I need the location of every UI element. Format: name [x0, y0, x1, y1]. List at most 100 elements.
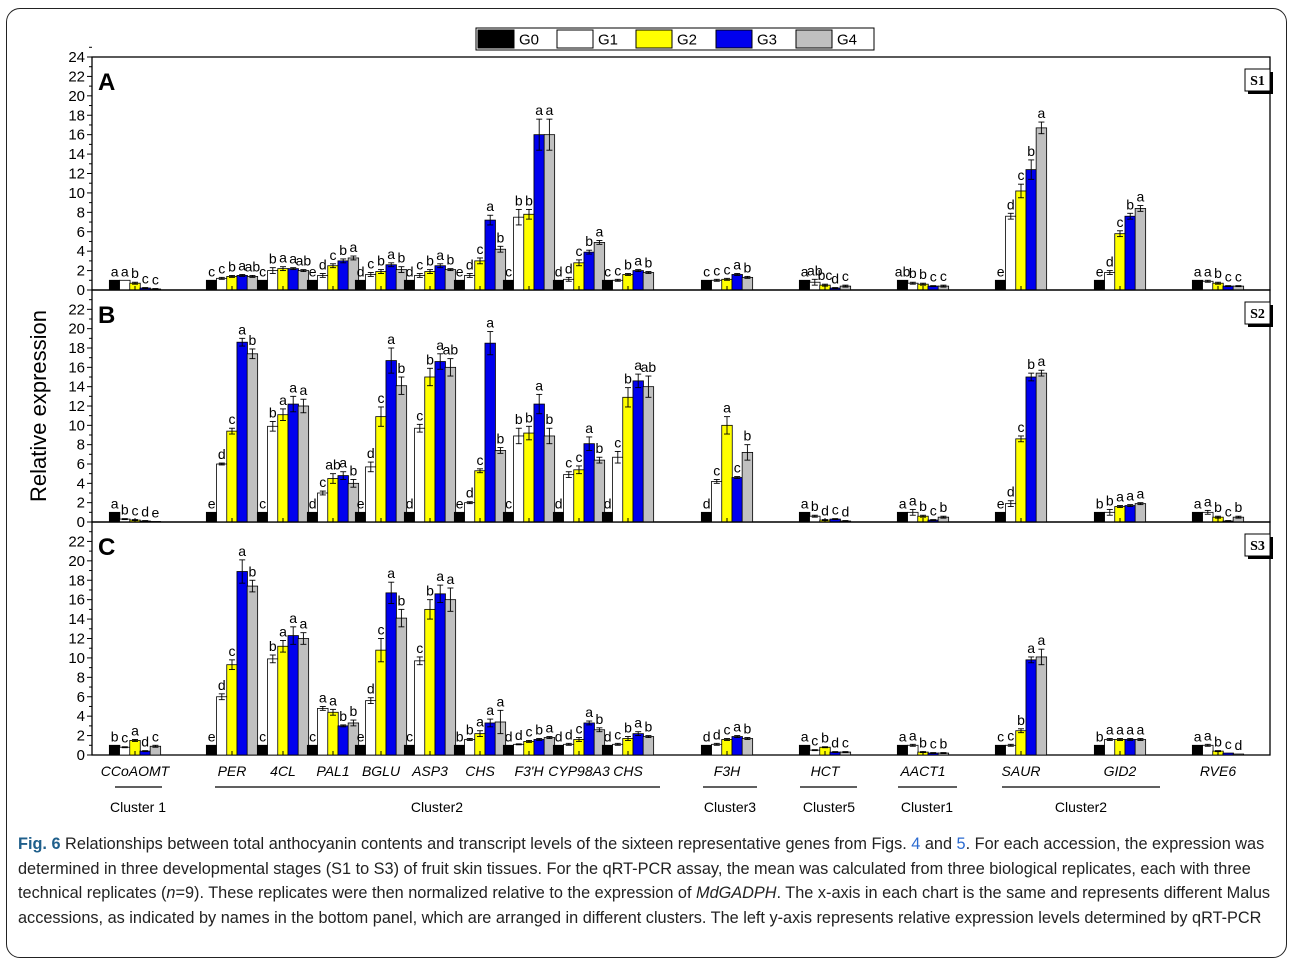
caption-gene: MdGADPH [696, 884, 777, 902]
significance-letter: c [526, 723, 533, 739]
significance-letter: c [1235, 269, 1242, 285]
bar-s2-pal1-g3 [337, 475, 349, 523]
significance-letter: b [228, 258, 236, 274]
significance-letter: b [426, 253, 434, 269]
significance-letter: a [111, 263, 119, 279]
significance-letter: d [357, 263, 365, 279]
y-tick-label-b: 18 [68, 340, 85, 357]
significance-letter: d [406, 263, 414, 279]
significance-letter: a [535, 102, 543, 118]
significance-letter: a [1038, 632, 1046, 648]
bar-s3-saur-g4 [1035, 656, 1048, 756]
bar-s2-pal1-g1 [317, 492, 329, 523]
bar-s3-f3h-g3 [533, 739, 545, 756]
cluster-label: Cluster1 [901, 799, 953, 815]
significance-letter: d [367, 681, 375, 697]
figure-ref-4[interactable]: 4 [911, 835, 921, 853]
significance-letter: a [1106, 721, 1114, 737]
significance-letter: a [329, 692, 337, 708]
bar-s2-f3h-g1 [711, 480, 723, 523]
bar-s3-cyp98a3-g0 [552, 744, 565, 756]
significance-letter: c [930, 503, 937, 519]
legend-label-g1: G1 [598, 32, 618, 49]
bar-s3-chs-g1 [464, 739, 476, 756]
significance-letter: d [141, 504, 149, 520]
significance-letter: d [309, 495, 317, 511]
bar-s2-asp3-g4 [444, 366, 457, 523]
bar-s2-chs-g1 [464, 502, 476, 523]
gene-label: CHS [613, 763, 643, 779]
bar-s3-aact1-g0 [896, 744, 909, 756]
bar-s1-cyp98a3-g3 [583, 251, 595, 291]
bar-s1-f3h-g1 [513, 216, 525, 291]
legend-label-g4: G4 [837, 32, 857, 49]
significance-letter: b [909, 265, 917, 281]
significance-letter: d [703, 728, 711, 744]
figure-ref-5[interactable]: 5 [956, 835, 966, 853]
significance-letter: b [919, 498, 927, 514]
bar-s2-per-g2 [226, 430, 238, 523]
significance-letter: a [1137, 721, 1145, 737]
bar-s3-per-g4 [246, 585, 259, 756]
significance-letter: a [238, 257, 246, 273]
bar-s1-chs-g0 [453, 279, 466, 291]
significance-letter: a [535, 377, 543, 393]
significance-letter: d [842, 504, 850, 520]
bar-s2-f3h-g4 [543, 435, 556, 523]
bar-s1-chs-g2 [474, 260, 486, 291]
bar-s3-bglu-g4 [395, 617, 408, 756]
y-axis-label: Relative expression [26, 310, 51, 502]
significance-letter: c [842, 268, 849, 284]
bar-s1-aact1-g0 [896, 279, 909, 291]
bar-s1-chs-g4 [642, 272, 655, 291]
bar-s3-chs-g1 [612, 743, 624, 756]
significance-letter: c [259, 495, 266, 511]
significance-letter: e [997, 263, 1005, 279]
significance-letter: b [1096, 495, 1104, 511]
significance-letter: a [436, 247, 444, 263]
gene-label: 4CL [270, 763, 296, 779]
significance-letter: b [940, 736, 948, 752]
significance-letter: a [1204, 493, 1212, 509]
significance-letter: a [909, 492, 917, 508]
significance-letter: b [350, 703, 358, 719]
bar-s2-f3h-g2 [523, 432, 535, 523]
bar-s3-gid2-g1 [1104, 739, 1116, 756]
significance-letter: b [515, 411, 523, 427]
bar-s1-f3h-g4 [741, 276, 754, 291]
significance-letter: a [1137, 486, 1145, 502]
significance-letter: a [585, 420, 593, 436]
y-tick-label-a: 14 [68, 146, 85, 163]
significance-letter: c [367, 256, 374, 272]
significance-letter: a [289, 610, 297, 626]
y-tick-label-c: 20 [68, 553, 85, 570]
significance-letter: c [724, 721, 731, 737]
significance-letter: b [596, 440, 604, 456]
significance-letter: b [1017, 712, 1025, 728]
significance-letter: a [733, 719, 741, 735]
significance-letter: c [229, 411, 236, 427]
significance-letter: b [398, 250, 406, 266]
significance-letter: a [634, 357, 642, 373]
bar-s3-f3h-g0 [502, 744, 515, 756]
legend-label-g2: G2 [677, 32, 697, 49]
bar-s3-rve6-g0 [1191, 744, 1204, 756]
caption-text-1: Relationships between total anthocyanin … [60, 835, 912, 853]
significance-letter: e [309, 263, 317, 279]
gene-label: CCoAOMT [101, 763, 171, 779]
y-tick-label-b: 16 [68, 359, 85, 376]
significance-letter: c [416, 256, 423, 272]
y-tick-label-b: 22 [68, 301, 85, 318]
bar-s3-cyp98a3-g1 [563, 743, 575, 756]
bar-s2-asp3-g2 [424, 376, 436, 523]
significance-letter: a [300, 616, 308, 632]
significance-letter: b [546, 411, 554, 427]
y-tick-label-c: 12 [68, 631, 85, 648]
significance-letter: b [426, 583, 434, 599]
bar-s2-per-g0 [205, 511, 218, 523]
bar-s3-pal1-g2 [327, 711, 339, 756]
stage-label-s2: S2 [1250, 307, 1265, 322]
significance-letter: c [505, 263, 512, 279]
bar-s1-chs-g0 [601, 279, 614, 291]
bar-s2-asp3-g0 [403, 511, 416, 523]
